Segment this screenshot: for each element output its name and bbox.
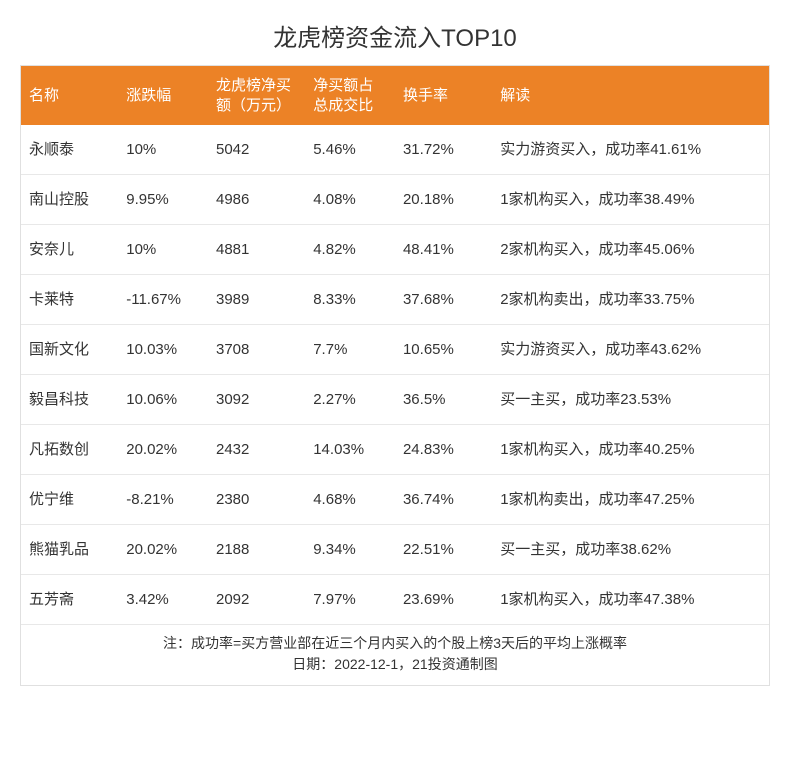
- cell-change: 9.95%: [118, 175, 208, 225]
- cell-net_buy: 2380: [208, 475, 305, 525]
- cell-name: 优宁维: [21, 475, 118, 525]
- cell-turnover: 20.18%: [395, 175, 492, 225]
- cell-name: 毅昌科技: [21, 375, 118, 425]
- table-row: 永顺泰10%50425.46%31.72%实力游资买入，成功率41.61%: [21, 125, 769, 175]
- cell-ratio: 2.27%: [305, 375, 395, 425]
- cell-change: 10%: [118, 225, 208, 275]
- cell-change: -8.21%: [118, 475, 208, 525]
- cell-net_buy: 2092: [208, 575, 305, 625]
- cell-ratio: 5.46%: [305, 125, 395, 175]
- cell-name: 安奈儿: [21, 225, 118, 275]
- cell-note: 1家机构买入，成功率47.38%: [492, 575, 769, 625]
- table-row: 卡莱特-11.67%39898.33%37.68%2家机构卖出，成功率33.75…: [21, 275, 769, 325]
- cell-change: 20.02%: [118, 425, 208, 475]
- cell-note: 1家机构买入，成功率38.49%: [492, 175, 769, 225]
- col-header-change: 涨跌幅: [118, 66, 208, 125]
- cell-name: 五芳斋: [21, 575, 118, 625]
- footer-date: 日期：2022-12-1，21投资通制图: [25, 654, 765, 675]
- cell-net_buy: 5042: [208, 125, 305, 175]
- cell-ratio: 14.03%: [305, 425, 395, 475]
- cell-ratio: 7.7%: [305, 325, 395, 375]
- col-header-name: 名称: [21, 66, 118, 125]
- cell-ratio: 9.34%: [305, 525, 395, 575]
- table-row: 国新文化10.03%37087.7%10.65%实力游资买入，成功率43.62%: [21, 325, 769, 375]
- cell-ratio: 4.82%: [305, 225, 395, 275]
- cell-change: -11.67%: [118, 275, 208, 325]
- table-row: 优宁维-8.21%23804.68%36.74%1家机构卖出，成功率47.25%: [21, 475, 769, 525]
- cell-turnover: 36.74%: [395, 475, 492, 525]
- cell-note: 2家机构买入，成功率45.06%: [492, 225, 769, 275]
- cell-name: 熊猫乳品: [21, 525, 118, 575]
- cell-net_buy: 3092: [208, 375, 305, 425]
- table-row: 凡拓数创20.02%243214.03%24.83%1家机构买入，成功率40.2…: [21, 425, 769, 475]
- cell-turnover: 22.51%: [395, 525, 492, 575]
- cell-net_buy: 3708: [208, 325, 305, 375]
- cell-name: 南山控股: [21, 175, 118, 225]
- col-header-turnover: 换手率: [395, 66, 492, 125]
- cell-net_buy: 3989: [208, 275, 305, 325]
- cell-name: 永顺泰: [21, 125, 118, 175]
- cell-name: 国新文化: [21, 325, 118, 375]
- cell-net_buy: 2432: [208, 425, 305, 475]
- cell-turnover: 10.65%: [395, 325, 492, 375]
- table-row: 五芳斋3.42%20927.97%23.69%1家机构买入，成功率47.38%: [21, 575, 769, 625]
- cell-turnover: 23.69%: [395, 575, 492, 625]
- cell-change: 10.03%: [118, 325, 208, 375]
- cell-note: 买一主买，成功率23.53%: [492, 375, 769, 425]
- cell-turnover: 24.83%: [395, 425, 492, 475]
- page-title: 龙虎榜资金流入TOP10: [20, 10, 770, 65]
- col-header-ratio: 净买额占总成交比: [305, 66, 395, 125]
- cell-turnover: 48.41%: [395, 225, 492, 275]
- cell-net_buy: 4986: [208, 175, 305, 225]
- cell-change: 20.02%: [118, 525, 208, 575]
- cell-note: 买一主买，成功率38.62%: [492, 525, 769, 575]
- cell-note: 实力游资买入，成功率43.62%: [492, 325, 769, 375]
- cell-turnover: 37.68%: [395, 275, 492, 325]
- cell-net_buy: 4881: [208, 225, 305, 275]
- cell-note: 2家机构卖出，成功率33.75%: [492, 275, 769, 325]
- cell-name: 凡拓数创: [21, 425, 118, 475]
- cell-turnover: 36.5%: [395, 375, 492, 425]
- table-header-row: 名称 涨跌幅 龙虎榜净买额（万元） 净买额占总成交比 换手率 解读: [21, 66, 769, 125]
- cell-note: 1家机构买入，成功率40.25%: [492, 425, 769, 475]
- cell-net_buy: 2188: [208, 525, 305, 575]
- cell-name: 卡莱特: [21, 275, 118, 325]
- col-header-note: 解读: [492, 66, 769, 125]
- table-container: 名称 涨跌幅 龙虎榜净买额（万元） 净买额占总成交比 换手率 解读 永顺泰10%…: [20, 65, 770, 686]
- cell-ratio: 4.08%: [305, 175, 395, 225]
- cell-ratio: 4.68%: [305, 475, 395, 525]
- table-row: 安奈儿10%48814.82%48.41%2家机构买入，成功率45.06%: [21, 225, 769, 275]
- col-header-netbuy: 龙虎榜净买额（万元）: [208, 66, 305, 125]
- cell-change: 3.42%: [118, 575, 208, 625]
- cell-note: 1家机构卖出，成功率47.25%: [492, 475, 769, 525]
- cell-ratio: 8.33%: [305, 275, 395, 325]
- cell-turnover: 31.72%: [395, 125, 492, 175]
- cell-note: 实力游资买入，成功率41.61%: [492, 125, 769, 175]
- cell-ratio: 7.97%: [305, 575, 395, 625]
- table-footer: 注：成功率=买方营业部在近三个月内买入的个股上榜3天后的平均上涨概率 日期：20…: [21, 624, 769, 685]
- table-row: 毅昌科技10.06%30922.27%36.5%买一主买，成功率23.53%: [21, 375, 769, 425]
- footer-note: 注：成功率=买方营业部在近三个月内买入的个股上榜3天后的平均上涨概率: [25, 633, 765, 654]
- table-row: 熊猫乳品20.02%21889.34%22.51%买一主买，成功率38.62%: [21, 525, 769, 575]
- cell-change: 10%: [118, 125, 208, 175]
- cell-change: 10.06%: [118, 375, 208, 425]
- table-row: 南山控股9.95%49864.08%20.18%1家机构买入，成功率38.49%: [21, 175, 769, 225]
- inflow-table: 名称 涨跌幅 龙虎榜净买额（万元） 净买额占总成交比 换手率 解读 永顺泰10%…: [21, 66, 769, 624]
